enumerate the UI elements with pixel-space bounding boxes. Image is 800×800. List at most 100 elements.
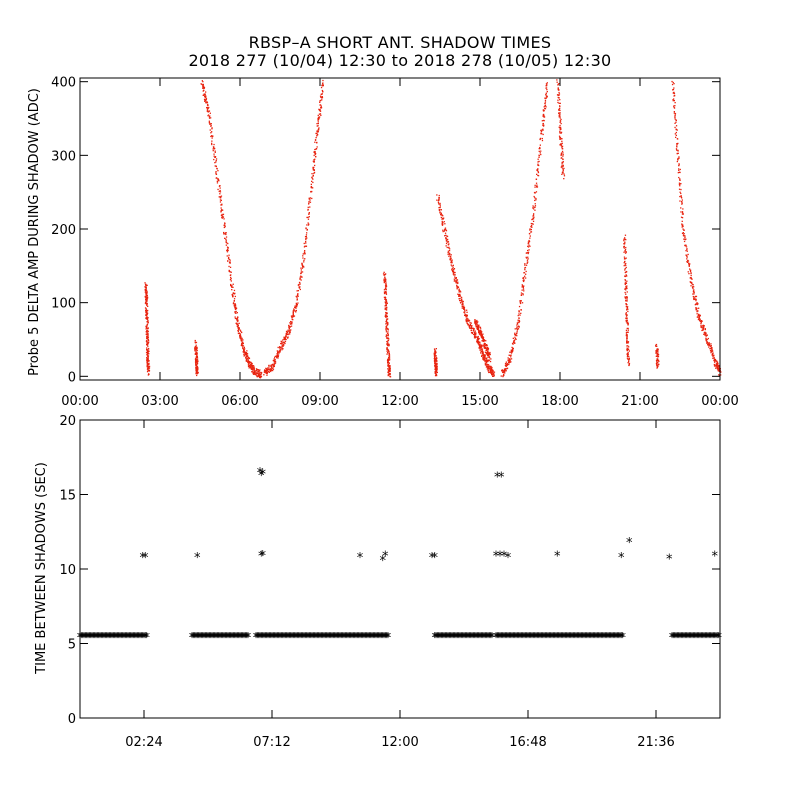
top-data-point (273, 364, 276, 366)
bottom-x-tick-label: 07:12 (253, 735, 290, 750)
top-data-point (510, 351, 512, 353)
top-data-point (147, 357, 149, 359)
top-data-point (477, 339, 479, 342)
top-data-point (557, 88, 559, 90)
top-data-point (677, 157, 679, 160)
top-data-point (386, 322, 388, 324)
top-data-point (676, 143, 678, 146)
top-data-point (387, 363, 389, 366)
top-data-point (559, 115, 561, 117)
top-data-point (483, 340, 485, 342)
top-data-point (235, 307, 237, 309)
top-data-point (196, 363, 198, 366)
bottom-data-point: * (435, 631, 442, 646)
bottom-data-point: * (257, 466, 264, 481)
top-data-point (508, 360, 511, 362)
top-data-point (144, 289, 146, 291)
top-data-point (256, 372, 258, 374)
top-data-point (385, 289, 387, 291)
top-data-point (386, 312, 388, 315)
top-data-point (441, 214, 443, 216)
top-data-point (628, 355, 630, 358)
top-data-point (559, 131, 561, 134)
top-data-point (194, 358, 197, 361)
top-data-point (686, 248, 688, 250)
top-data-point (302, 257, 304, 259)
top-data-point (673, 83, 675, 85)
bottom-data-point: * (311, 631, 318, 646)
top-data-point (537, 170, 539, 173)
bottom-data-point: * (566, 631, 573, 646)
top-data-point (485, 358, 488, 360)
top-data-point (535, 178, 538, 180)
top-data-point (625, 304, 628, 306)
top-data-point (387, 339, 390, 342)
top-data-point (234, 304, 236, 306)
bottom-data-point: * (691, 631, 698, 646)
top-data-point (465, 320, 467, 323)
top-data-point (537, 161, 539, 163)
top-data-point (683, 233, 685, 235)
top-data-point (503, 370, 505, 372)
top-data-point (706, 341, 708, 343)
top-data-point (146, 341, 148, 343)
top-data-point (456, 288, 458, 290)
top-data-point (389, 373, 391, 375)
top-data-point (196, 358, 199, 360)
top-data-point (703, 333, 705, 335)
top-data-point (625, 266, 627, 269)
bottom-data-point: * (475, 631, 482, 646)
top-data-point (545, 83, 548, 85)
top-data-point (449, 257, 451, 259)
top-data-point (484, 347, 487, 349)
top-data-point (286, 333, 288, 335)
top-data-point (520, 294, 523, 296)
top-data-point (440, 212, 442, 214)
top-data-point (312, 174, 314, 176)
top-data-point (384, 277, 386, 279)
top-data-point (146, 335, 148, 338)
top-data-point (505, 361, 507, 363)
top-data-point (274, 360, 277, 363)
top-data-point (481, 337, 483, 339)
top-data-point (221, 213, 223, 216)
top-data-point (488, 353, 490, 355)
bottom-data-point: * (470, 631, 477, 646)
top-data-point (518, 310, 520, 312)
top-data-point (387, 372, 389, 374)
bottom-data-point: * (698, 631, 705, 646)
top-data-point (386, 347, 388, 350)
top-data-point (470, 326, 472, 328)
top-data-point (311, 177, 313, 179)
top-data-point (474, 331, 476, 334)
top-data-point (533, 216, 535, 218)
top-data-point (625, 312, 627, 314)
bottom-data-point: * (671, 631, 678, 646)
top-data-point (544, 105, 546, 107)
top-data-point (196, 349, 198, 351)
top-data-point (506, 364, 509, 366)
top-data-point (450, 259, 452, 261)
top-data-point (222, 213, 225, 215)
top-data-point (712, 355, 715, 357)
top-data-point (260, 374, 262, 376)
top-data-point (674, 114, 676, 116)
top-data-point (147, 319, 149, 322)
bottom-data-point: * (498, 631, 505, 646)
bottom-data-point: * (263, 631, 270, 646)
bottom-data-point: * (119, 631, 126, 646)
top-data-point (313, 172, 315, 174)
top-data-point (284, 340, 287, 343)
top-data-point (697, 318, 700, 321)
top-data-point (307, 224, 310, 226)
top-data-point (674, 95, 676, 97)
top-data-point (713, 359, 715, 362)
top-data-point (300, 271, 302, 273)
top-data-point (676, 146, 678, 148)
bottom-data-point: * (705, 631, 712, 646)
top-data-point (259, 373, 261, 375)
top-data-point (528, 244, 530, 246)
top-data-point (389, 369, 391, 371)
top-data-point (562, 148, 564, 150)
top-data-point (624, 242, 626, 244)
